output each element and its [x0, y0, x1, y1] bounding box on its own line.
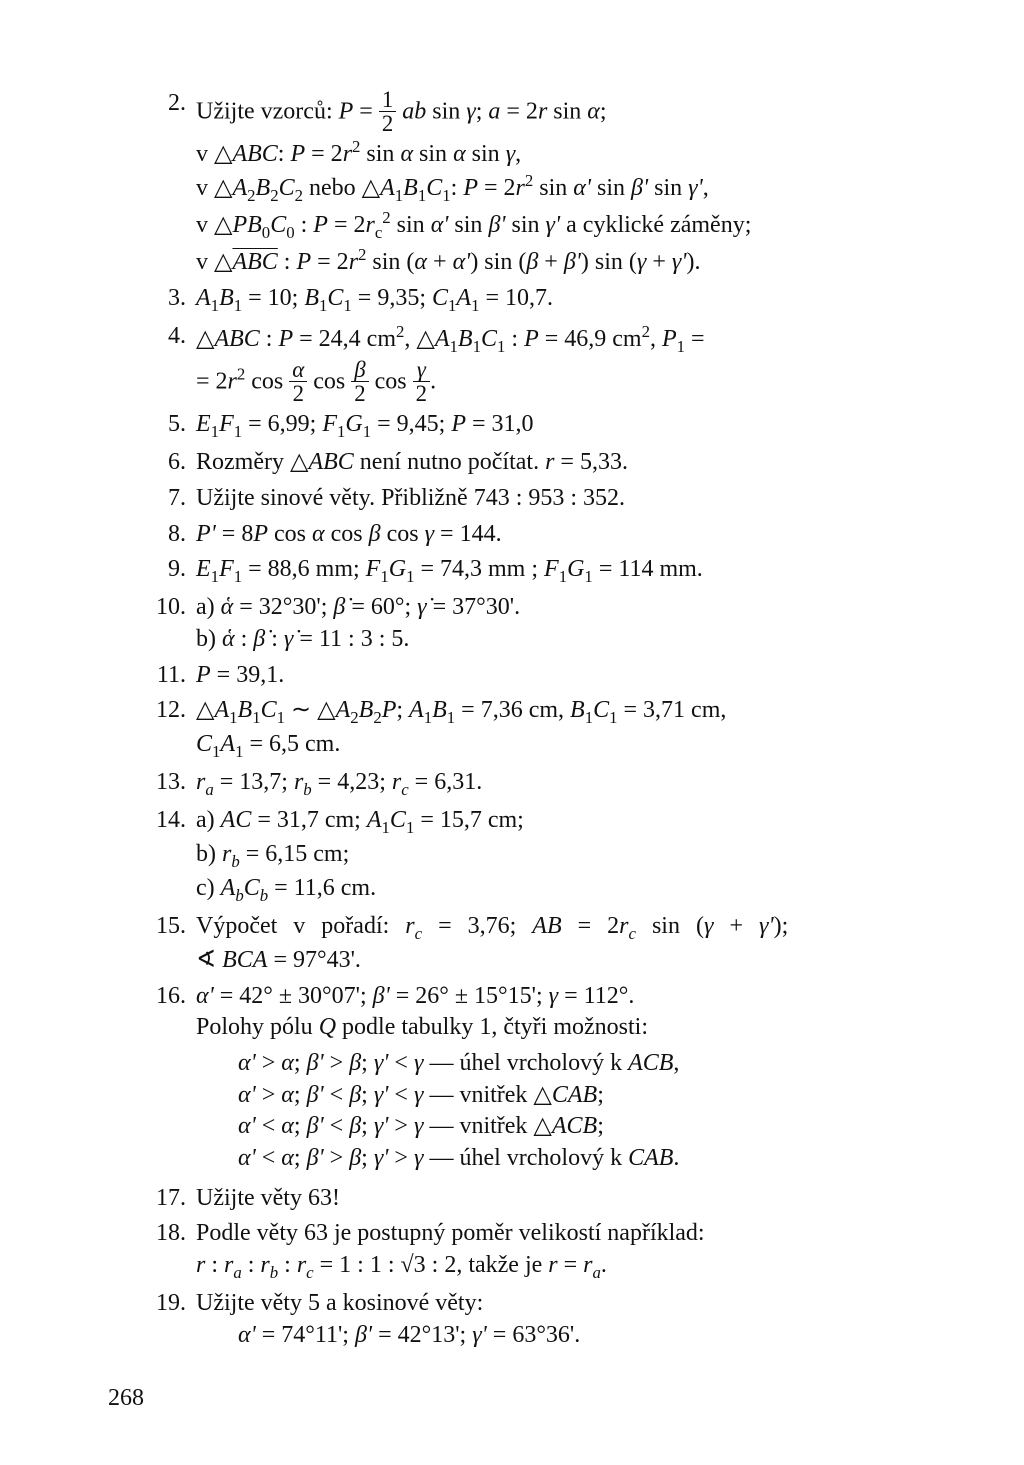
text-line: Užijte vzorců: P = 12 ab sin γ; a = 2r s…: [196, 88, 924, 136]
text-line: Rozměry △ABC není nutno počítat. r = 5,3…: [196, 447, 924, 479]
list-item: 15.Výpočet v pořadí: rc = 3,76; AB = 2rc…: [140, 911, 924, 977]
page-content: 2.Užijte vzorců: P = 12 ab sin γ; a = 2r…: [140, 88, 924, 1351]
list-item: 5.E1F1 = 6,99; F1G1 = 9,45; P = 31,0: [140, 409, 924, 443]
list-item: 3.A1B1 = 10; B1C1 = 9,35; C1A1 = 10,7.: [140, 283, 924, 317]
item-body: P = 39,1.: [196, 660, 924, 692]
text-line: △ABC : P = 24,4 cm2, △A1B1C1 : P = 46,9 …: [196, 321, 924, 358]
item-body: a) ἁ = 32°30'; β̇ = 60°; γ̇ = 37°30'.b) …: [196, 592, 924, 655]
list-item: 7.Užijte sinové věty. Přibližně 743 : 95…: [140, 483, 924, 515]
text-line: Užijte věty 63!: [196, 1183, 924, 1215]
text-line: = 2r2 cos α2 cos β2 cos γ2.: [196, 358, 924, 406]
item-number: 7.: [140, 483, 196, 515]
item-number: 4.: [140, 321, 196, 405]
text-line: α' < α; β' > β; γ' > γ — úhel vrcholový …: [238, 1143, 924, 1175]
list-item: 10.a) ἁ = 32°30'; β̇ = 60°; γ̇ = 37°30'.…: [140, 592, 924, 655]
item-number: 17.: [140, 1183, 196, 1215]
item-body: Rozměry △ABC není nutno počítat. r = 5,3…: [196, 447, 924, 479]
text-line: v △ABC : P = 2r2 sin (α + α') sin (β + β…: [196, 244, 924, 279]
text-line: a) ἁ = 32°30'; β̇ = 60°; γ̇ = 37°30'.: [196, 592, 924, 624]
item-number: 6.: [140, 447, 196, 479]
text-line: b) rb = 6,15 cm;: [196, 839, 924, 873]
list-item: 12.△A1B1C1 ∼ △A2B2P; A1B1 = 7,36 cm, B1C…: [140, 695, 924, 763]
item-body: P' = 8P cos α cos β cos γ = 144.: [196, 519, 924, 551]
item-number: 5.: [140, 409, 196, 443]
text-line: α' = 42° ± 30°07'; β' = 26° ± 15°15'; γ …: [196, 981, 924, 1013]
text-line: ∢ BCA = 97°43'.: [196, 945, 924, 977]
item-number: 16.: [140, 981, 196, 1179]
item-body: Užijte sinové věty. Přibližně 743 : 953 …: [196, 483, 924, 515]
list-item: 2.Užijte vzorců: P = 12 ab sin γ; a = 2r…: [140, 88, 924, 279]
list-item: 9.E1F1 = 88,6 mm; F1G1 = 74,3 mm ; F1G1 …: [140, 554, 924, 588]
page-number: 268: [108, 1383, 144, 1415]
item-number: 9.: [140, 554, 196, 588]
item-body: E1F1 = 88,6 mm; F1G1 = 74,3 mm ; F1G1 = …: [196, 554, 924, 588]
text-line: ra = 13,7; rb = 4,23; rc = 6,31.: [196, 767, 924, 801]
text-line: r : ra : rb : rc = 1 : 1 : √3 : 2, takže…: [196, 1250, 924, 1284]
item-body: ra = 13,7; rb = 4,23; rc = 6,31.: [196, 767, 924, 801]
item-number: 2.: [140, 88, 196, 279]
item-number: 15.: [140, 911, 196, 977]
text-line: Výpočet v pořadí: rc = 3,76; AB = 2rc si…: [196, 911, 924, 945]
list-item: 17.Užijte věty 63!: [140, 1183, 924, 1215]
item-number: 11.: [140, 660, 196, 692]
text-line: E1F1 = 6,99; F1G1 = 9,45; P = 31,0: [196, 409, 924, 443]
text-line: α' > α; β' > β; γ' < γ — úhel vrcholový …: [238, 1048, 924, 1080]
text-line: a) AC = 31,7 cm; A1C1 = 15,7 cm;: [196, 805, 924, 839]
item-body: A1B1 = 10; B1C1 = 9,35; C1A1 = 10,7.: [196, 283, 924, 317]
text-line: α' = 74°11'; β' = 42°13'; γ' = 63°36'.: [196, 1320, 924, 1352]
text-line: E1F1 = 88,6 mm; F1G1 = 74,3 mm ; F1G1 = …: [196, 554, 924, 588]
item-number: 19.: [140, 1288, 196, 1351]
text-line: v △PB0C0 : P = 2rc2 sin α' sin β' sin γ'…: [196, 207, 924, 244]
list-item: 6.Rozměry △ABC není nutno počítat. r = 5…: [140, 447, 924, 479]
text-line: Polohy pólu Q podle tabulky 1, čtyři mož…: [196, 1012, 924, 1044]
item-body: Výpočet v pořadí: rc = 3,76; AB = 2rc si…: [196, 911, 924, 977]
item-number: 3.: [140, 283, 196, 317]
item-number: 10.: [140, 592, 196, 655]
item-body: a) AC = 31,7 cm; A1C1 = 15,7 cm;b) rb = …: [196, 805, 924, 907]
item-body: E1F1 = 6,99; F1G1 = 9,45; P = 31,0: [196, 409, 924, 443]
text-line: Podle věty 63 je postupný poměr velikost…: [196, 1218, 924, 1250]
text-line: v △ABC: P = 2r2 sin α sin α sin γ,: [196, 136, 924, 171]
text-line: P' = 8P cos α cos β cos γ = 144.: [196, 519, 924, 551]
text-line: b) ἁ : β̇ : γ̇ = 11 : 3 : 5.: [196, 624, 924, 656]
item-body: △ABC : P = 24,4 cm2, △A1B1C1 : P = 46,9 …: [196, 321, 924, 405]
item-number: 14.: [140, 805, 196, 907]
item-number: 13.: [140, 767, 196, 801]
list-item: 18.Podle věty 63 je postupný poměr velik…: [140, 1218, 924, 1284]
item-body: Užijte vzorců: P = 12 ab sin γ; a = 2r s…: [196, 88, 924, 279]
text-line: A1B1 = 10; B1C1 = 9,35; C1A1 = 10,7.: [196, 283, 924, 317]
list-item: 13.ra = 13,7; rb = 4,23; rc = 6,31.: [140, 767, 924, 801]
case-block: α' > α; β' > β; γ' < γ — úhel vrcholový …: [238, 1048, 924, 1175]
item-body: Podle věty 63 je postupný poměr velikost…: [196, 1218, 924, 1284]
item-body: Užijte věty 5 a kosinové věty:α' = 74°11…: [196, 1288, 924, 1351]
list-item: 19.Užijte věty 5 a kosinové věty:α' = 74…: [140, 1288, 924, 1351]
text-line: △A1B1C1 ∼ △A2B2P; A1B1 = 7,36 cm, B1C1 =…: [196, 695, 924, 729]
list-item: 11.P = 39,1.: [140, 660, 924, 692]
list-item: 14.a) AC = 31,7 cm; A1C1 = 15,7 cm;b) rb…: [140, 805, 924, 907]
item-body: Užijte věty 63!: [196, 1183, 924, 1215]
text-line: α' < α; β' < β; γ' > γ — vnitřek △ACB;: [238, 1111, 924, 1143]
text-line: α' > α; β' < β; γ' < γ — vnitřek △CAB;: [238, 1080, 924, 1112]
text-line: C1A1 = 6,5 cm.: [196, 729, 924, 763]
list-item: 4.△ABC : P = 24,4 cm2, △A1B1C1 : P = 46,…: [140, 321, 924, 405]
item-body: △A1B1C1 ∼ △A2B2P; A1B1 = 7,36 cm, B1C1 =…: [196, 695, 924, 763]
text-line: v △A2B2C2 nebo △A1B1C1: P = 2r2 sin α' s…: [196, 170, 924, 207]
item-number: 12.: [140, 695, 196, 763]
text-line: P = 39,1.: [196, 660, 924, 692]
text-line: Užijte věty 5 a kosinové věty:: [196, 1288, 924, 1320]
document-page: 2.Užijte vzorců: P = 12 ab sin γ; a = 2r…: [0, 0, 1024, 1465]
text-line: c) AbCb = 11,6 cm.: [196, 873, 924, 907]
list-item: 16.α' = 42° ± 30°07'; β' = 26° ± 15°15';…: [140, 981, 924, 1179]
list-item: 8.P' = 8P cos α cos β cos γ = 144.: [140, 519, 924, 551]
item-number: 8.: [140, 519, 196, 551]
item-number: 18.: [140, 1218, 196, 1284]
item-body: α' = 42° ± 30°07'; β' = 26° ± 15°15'; γ …: [196, 981, 924, 1179]
text-line: Užijte sinové věty. Přibližně 743 : 953 …: [196, 483, 924, 515]
